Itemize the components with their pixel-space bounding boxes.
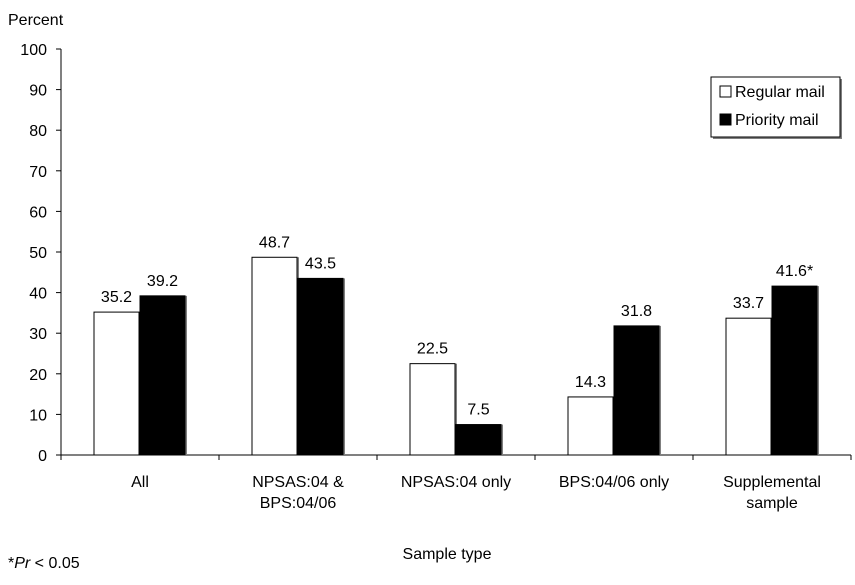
legend-label: Priority mail: [735, 112, 819, 129]
legend-label: Regular mail: [735, 84, 825, 101]
y-tick-label: 30: [29, 326, 47, 343]
y-tick-label: 60: [29, 204, 47, 221]
bar: [139, 295, 186, 456]
legend-swatch: [719, 113, 732, 126]
y-tick-label: 40: [29, 286, 47, 303]
y-axis-label: Percent: [8, 12, 64, 29]
footnote: *Pr < 0.05: [8, 555, 80, 573]
footnote-suffix: < 0.05: [30, 555, 80, 572]
x-tick-label: BPS:04/06 only: [559, 474, 669, 491]
data-label: 31.8: [621, 303, 652, 320]
x-tick-label-line: BPS:04/06: [260, 495, 337, 512]
bars: 35.2 39.2 48.7 43.5 22.5 7.5 14.3 31.8 33.7 41.6*: [93, 234, 819, 456]
legend-swatch: [719, 85, 732, 98]
data-label: 14.3: [575, 374, 606, 391]
x-tick-label: NPSAS:04 only: [401, 474, 511, 491]
x-tick-label-line: Supplemental: [723, 474, 821, 491]
data-label: 22.5: [417, 341, 448, 358]
bar: [455, 424, 502, 456]
bar: [251, 256, 298, 456]
bar: [771, 285, 818, 456]
bar: [725, 317, 772, 456]
data-label: 39.2: [147, 273, 178, 290]
bar: [93, 311, 140, 456]
x-tick-label-line: NPSAS:04 &: [252, 474, 344, 491]
data-label: 41.6*: [776, 263, 813, 280]
legend-box: [710, 76, 841, 138]
data-label: 7.5: [467, 402, 489, 419]
y-tick-label: 80: [29, 123, 47, 140]
data-label: 43.5: [305, 255, 336, 272]
x-tick-label-line: sample: [746, 495, 798, 512]
bar: [567, 396, 614, 456]
y-tick-label: 90: [29, 83, 47, 100]
footnote-italic: Pr: [14, 555, 31, 572]
bar: [613, 325, 660, 456]
x-tick-label: All: [131, 474, 149, 491]
axes: 0 10 20 30 40 50 60 70 80 90 100 All NPSAS:04 & BPS:0…: [20, 42, 852, 512]
footnote-prefix: *: [8, 555, 15, 572]
bar: [297, 277, 344, 456]
y-tick-label: 20: [29, 367, 47, 384]
y-tick-label: 0: [38, 448, 47, 465]
y-tick-label: 70: [29, 164, 47, 181]
legend: Regular mail Priority mail: [710, 76, 842, 139]
data-label: 35.2: [101, 289, 132, 306]
data-label: 48.7: [259, 234, 290, 251]
x-tick-label: NPSAS:04 & BPS:04/06: [252, 474, 344, 512]
y-tick-label: 10: [29, 407, 47, 424]
bar: [409, 363, 456, 456]
data-label: 33.7: [733, 295, 764, 312]
x-axis-label: Sample type: [403, 546, 492, 563]
y-tick-label: 100: [20, 42, 47, 59]
y-tick-label: 50: [29, 245, 47, 262]
x-tick-label-line: NPSAS:04 only: [401, 474, 511, 491]
x-tick-label: Supplemental sample: [723, 474, 821, 512]
x-tick-label-line: All: [131, 474, 149, 491]
x-tick-label-line: BPS:04/06 only: [559, 474, 669, 491]
